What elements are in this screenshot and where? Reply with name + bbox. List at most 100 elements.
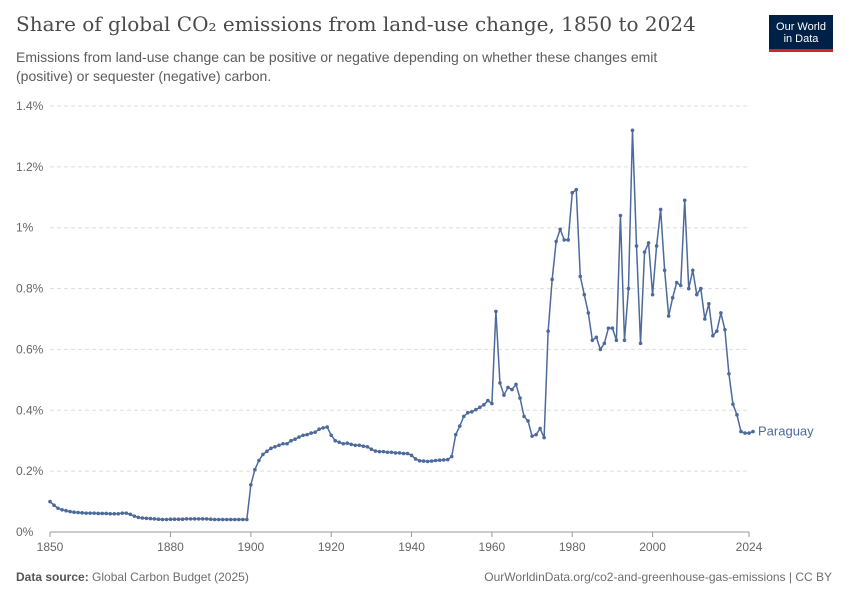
data-point — [369, 447, 374, 452]
data-point — [56, 506, 60, 511]
data-point — [502, 393, 506, 397]
data-point — [196, 517, 201, 521]
data-point — [719, 311, 723, 315]
data-point — [510, 387, 514, 392]
data-point — [614, 338, 619, 343]
source-value[interactable]: Global Carbon Budget (2025) — [92, 570, 249, 584]
data-point — [208, 517, 213, 522]
y-tick-label: 1.2% — [16, 160, 44, 174]
data-point — [385, 450, 390, 455]
data-point — [743, 431, 747, 435]
line-chart: 0% 0.2% 0.4% 0.6% 0.8% 1% 1.2% 1.4% 1850 1880 1900… — [16, 99, 814, 554]
data-point — [249, 483, 253, 487]
owid-logo[interactable]: Our World in Data — [769, 15, 833, 52]
data-point — [562, 238, 567, 242]
data-point — [317, 427, 321, 431]
data-point — [281, 441, 285, 446]
data-point — [232, 517, 237, 522]
data-point — [160, 517, 165, 522]
data-point — [526, 419, 530, 423]
data-point — [144, 516, 149, 521]
data-point — [52, 503, 56, 508]
data-point — [534, 432, 538, 437]
data-point — [64, 508, 68, 513]
data-point — [425, 459, 430, 464]
data-point — [490, 401, 494, 406]
data-point — [429, 459, 434, 463]
data-point — [152, 517, 157, 521]
data-point — [594, 335, 599, 340]
data-point — [220, 517, 225, 522]
data-point — [349, 442, 354, 447]
data-point — [132, 514, 137, 518]
data-point — [365, 445, 370, 449]
chart-title: Share of global CO₂ emissions from land-… — [16, 12, 696, 36]
data-point — [277, 443, 281, 448]
data-point — [393, 451, 398, 455]
data-point — [188, 517, 193, 521]
data-point — [566, 238, 571, 242]
data-point — [172, 517, 177, 522]
data-point — [373, 449, 378, 453]
series-label: Paraguay — [758, 424, 814, 439]
data-point — [642, 250, 647, 254]
data-point — [397, 451, 402, 455]
data-point — [76, 510, 80, 515]
logo-line-2: in Data — [783, 32, 819, 45]
data-point — [116, 511, 121, 516]
data-point — [586, 311, 591, 315]
footer-source: Data source: Global Carbon Budget (2025) — [16, 570, 249, 584]
y-tick-label: 0.6% — [16, 342, 44, 356]
data-point — [269, 446, 273, 451]
data-point — [470, 410, 474, 414]
data-point — [216, 517, 221, 522]
data-point — [104, 511, 109, 516]
source-label: Data source: — [16, 570, 89, 584]
footer-url[interactable]: OurWorldinData.org/co2-and-greenhouse-ga… — [484, 570, 832, 584]
data-point — [522, 414, 526, 419]
data-point — [313, 430, 317, 434]
data-point — [224, 517, 229, 522]
data-point — [494, 309, 498, 314]
data-point — [478, 405, 482, 410]
data-point — [112, 511, 117, 516]
data-point — [666, 314, 671, 318]
x-tick-label: 1940 — [398, 540, 425, 554]
data-point — [325, 425, 329, 429]
data-point — [96, 511, 101, 516]
data-point — [48, 499, 52, 504]
data-point — [413, 457, 418, 461]
x-tick-label: 1960 — [479, 540, 506, 554]
x-tick-label: 1880 — [157, 540, 184, 554]
data-point — [156, 517, 161, 522]
x-tick-label: 1980 — [559, 540, 586, 554]
data-point — [654, 244, 659, 248]
data-point — [626, 286, 631, 291]
data-point — [707, 301, 711, 306]
data-point — [694, 292, 699, 297]
data-point — [574, 187, 579, 192]
data-point — [650, 292, 655, 297]
data-point — [241, 517, 245, 522]
data-point — [670, 295, 675, 300]
data-point — [136, 515, 141, 520]
data-point — [711, 333, 715, 338]
y-tick-label: 0.4% — [16, 403, 44, 417]
data-point — [337, 440, 342, 445]
data-point — [715, 329, 719, 333]
data-point — [140, 516, 145, 520]
y-tick-label: 0.8% — [16, 282, 44, 296]
data-point — [602, 341, 607, 346]
data-point — [228, 517, 233, 522]
data-point — [482, 403, 486, 407]
data-point — [598, 347, 603, 352]
data-point — [433, 458, 438, 463]
data-point — [80, 511, 84, 515]
data-point — [474, 407, 478, 412]
data-point — [72, 510, 76, 515]
data-point — [100, 511, 105, 516]
data-point — [68, 509, 72, 514]
data-point — [237, 517, 241, 522]
data-point — [550, 277, 554, 282]
data-point — [530, 434, 534, 438]
